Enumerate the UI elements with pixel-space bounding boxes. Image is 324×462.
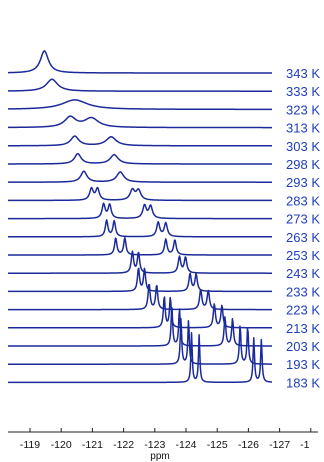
x-tick-label: -1: [300, 439, 309, 451]
spectrum-trace: [7, 152, 273, 165]
spectrum-trace: [7, 186, 273, 202]
x-tick-label: -123: [144, 439, 165, 451]
spectrum-trace: [7, 202, 273, 220]
temperature-label: 323 K: [286, 102, 320, 117]
spectrum-trace: [7, 78, 273, 92]
temperature-label: 273 K: [286, 212, 320, 227]
spectrum-trace: [7, 267, 273, 293]
spectrum-trace: [7, 283, 273, 311]
spectrum-trace: [7, 170, 273, 183]
temperature-label: 313 K: [286, 121, 320, 136]
spectrum-trace: [7, 135, 273, 147]
temperature-label: 343 K: [286, 66, 320, 81]
x-axis-label: ppm: [150, 451, 169, 462]
temperature-label: 298 K: [286, 157, 320, 172]
x-tick-label: -126: [238, 439, 259, 451]
spectrum-trace: [7, 219, 273, 238]
temperature-label: 213 K: [286, 321, 320, 336]
spectrum-trace: [7, 331, 273, 384]
temperature-label: 193 K: [286, 357, 320, 372]
temperature-label: 263 K: [286, 230, 320, 245]
x-axis: -119 -120 -121 -122 -123 -124 -125 -126 -127 -1 p…: [8, 428, 318, 462]
x-tick-label: -127: [269, 439, 290, 451]
temperature-label: 293 K: [286, 175, 320, 190]
x-tick-label: -120: [51, 439, 72, 451]
temperature-label: 223 K: [286, 303, 320, 318]
spectrum-trace: [7, 307, 273, 347]
spectrum-trace: [7, 115, 273, 129]
temperature-label: 233 K: [286, 284, 320, 299]
temperature-label: 183 K: [286, 375, 320, 390]
spectrum-trace: [7, 99, 273, 111]
temperature-label: 333 K: [286, 84, 320, 99]
x-axis-ticks: -119 -120 -121 -122 -123 -124 -125 -126 -127 -1: [20, 428, 312, 451]
x-tick-label: -124: [175, 439, 196, 451]
spectrum-trace: [7, 296, 273, 329]
x-tick-label: -125: [207, 439, 228, 451]
x-tick-label: -122: [113, 439, 134, 451]
temperature-label: 283 K: [286, 193, 320, 208]
temperature-label: 243 K: [286, 266, 320, 281]
temperature-labels: 343 K 333 K 323 K 313 K 303 K 298 K 293 K 283 K…: [286, 66, 320, 390]
spectrum-trace: [7, 50, 273, 74]
temperature-label: 203 K: [286, 339, 320, 354]
spectrum-trace: [7, 250, 273, 274]
x-tick-label: -119: [20, 439, 40, 451]
spectrum-trace: [7, 317, 273, 365]
temperature-label: 253 K: [286, 248, 320, 263]
x-tick-label: -121: [82, 439, 103, 451]
spectrum-trace: [7, 236, 273, 256]
spectra-layer: [7, 50, 273, 384]
temperature-label: 303 K: [286, 139, 320, 154]
